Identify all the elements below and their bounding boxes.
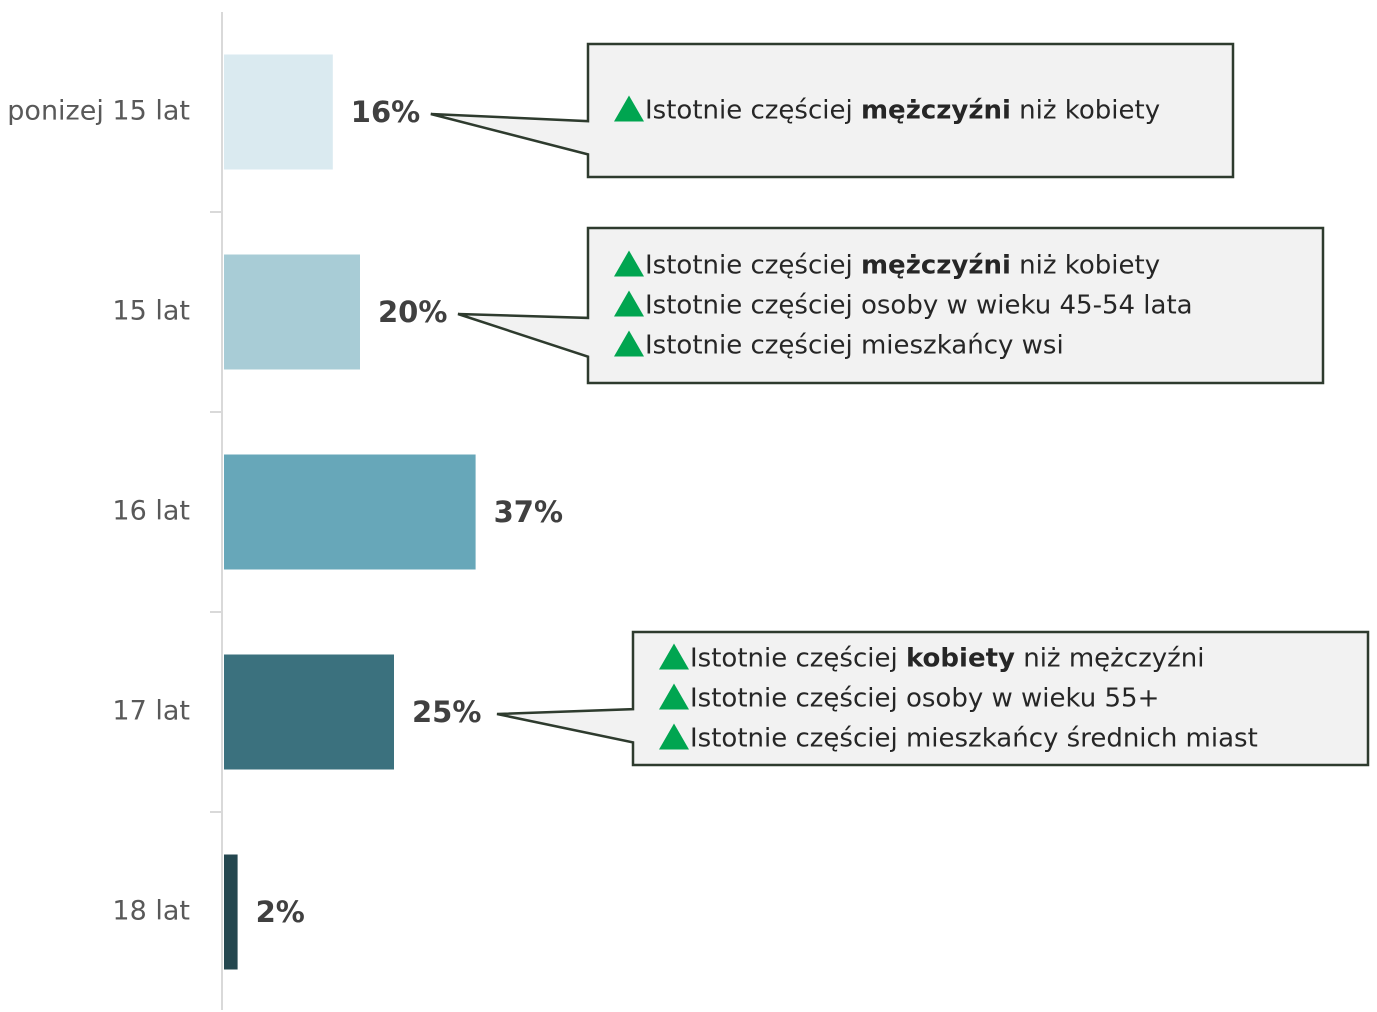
- callout-text-part: niż kobiety: [1011, 250, 1160, 280]
- callout-text-part: kobiety: [906, 643, 1015, 673]
- callout-text-part: mężczyźni: [861, 95, 1011, 125]
- callout: [430, 42, 1235, 179]
- up-triangle-icon: [659, 643, 689, 670]
- data-label: 25%: [412, 695, 481, 729]
- callout: [496, 630, 1370, 767]
- callout-text-part: niż mężczyźni: [1015, 643, 1205, 673]
- up-triangle-icon: [659, 683, 689, 710]
- callout-text: Istotnie częściej mieszkańcy wsi: [645, 330, 1064, 360]
- bar: [224, 54, 333, 170]
- callout: [457, 226, 1325, 385]
- data-label: 16%: [351, 95, 420, 129]
- data-label: 2%: [256, 895, 305, 929]
- category-label: 15 lat: [112, 296, 190, 327]
- bar: [224, 654, 394, 770]
- category-label: 17 lat: [112, 696, 190, 727]
- category-label: ponizej 15 lat: [7, 96, 190, 127]
- callout-text-part: Istotnie częściej osoby w wieku 55+: [690, 683, 1159, 713]
- callout-text: Istotnie częściej mężczyźni niż kobiety: [645, 95, 1160, 125]
- data-label: 20%: [378, 295, 447, 329]
- callout-text-part: mężczyźni: [861, 250, 1011, 280]
- up-triangle-icon: [614, 290, 644, 317]
- up-triangle-icon: [659, 723, 689, 750]
- callout-text-part: Istotnie częściej: [645, 250, 861, 280]
- callout-text: Istotnie częściej osoby w wieku 55+: [690, 683, 1159, 713]
- callout-text-part: Istotnie częściej osoby w wieku 45-54 la…: [645, 290, 1193, 320]
- callout-text-part: Istotnie częściej: [645, 95, 861, 125]
- callout-text-part: niż kobiety: [1011, 95, 1160, 125]
- callout-text: Istotnie częściej kobiety niż mężczyźni: [690, 643, 1205, 673]
- data-label: 37%: [494, 495, 563, 529]
- up-triangle-icon: [614, 95, 644, 122]
- callout-text-part: Istotnie częściej: [690, 643, 906, 673]
- bar: [224, 254, 360, 370]
- bar: [224, 854, 238, 970]
- callout-text: Istotnie częściej osoby w wieku 45-54 la…: [645, 290, 1193, 320]
- up-triangle-icon: [614, 330, 644, 357]
- category-label: 16 lat: [112, 496, 190, 527]
- category-label: 18 lat: [112, 896, 190, 927]
- callout-text-part: Istotnie częściej mieszkańcy średnich mi…: [690, 723, 1258, 753]
- callout-text-part: Istotnie częściej mieszkańcy wsi: [645, 330, 1064, 360]
- bar: [224, 454, 476, 570]
- callout-text: Istotnie częściej mieszkańcy średnich mi…: [690, 723, 1258, 753]
- callout-text: Istotnie częściej mężczyźni niż kobiety: [645, 250, 1160, 280]
- up-triangle-icon: [614, 250, 644, 277]
